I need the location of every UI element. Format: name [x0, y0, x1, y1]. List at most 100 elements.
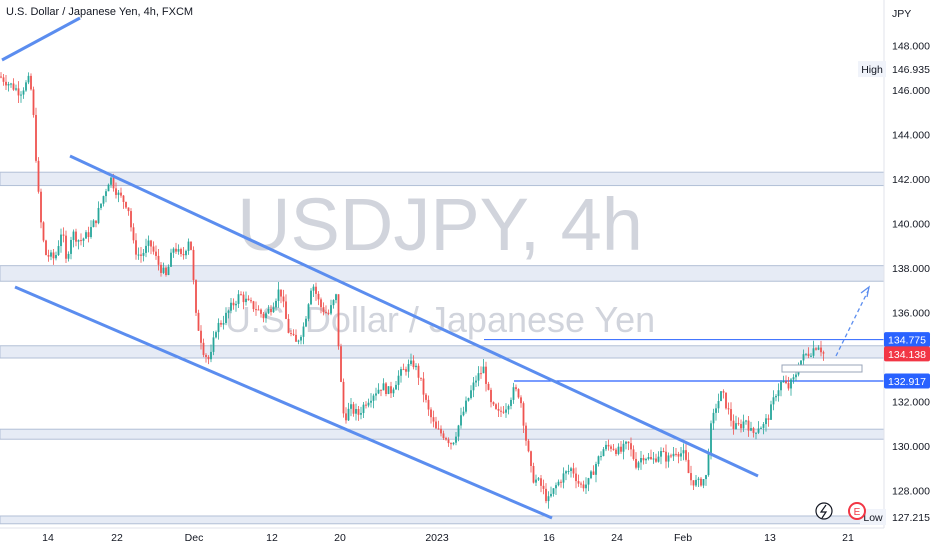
channel-lower-line[interactable] [14, 285, 553, 520]
candle-body [700, 478, 702, 486]
candle-body [655, 458, 657, 462]
low-value: 127.215 [892, 512, 930, 524]
candle-body [597, 456, 600, 464]
candle-body [482, 366, 485, 374]
candle-body [175, 248, 177, 252]
price-label-134775: 134.775 [888, 335, 926, 347]
candle-body [235, 303, 237, 306]
candle-body [172, 248, 175, 253]
candle-body [202, 342, 205, 355]
candle-body [342, 381, 345, 414]
candle-body [422, 378, 425, 395]
y-tick-10: 128.000 [892, 485, 930, 497]
candles [0, 72, 825, 509]
entry-box[interactable] [781, 364, 863, 373]
price-label-132917: 132.917 [888, 376, 926, 388]
candle-body [40, 191, 42, 223]
candle-body [790, 379, 792, 389]
candle-body [285, 301, 287, 319]
candle-body [550, 493, 552, 497]
earnings-icon[interactable]: E [848, 502, 866, 520]
candle-body [207, 356, 210, 360]
candle-body [372, 395, 375, 401]
candle-body [615, 449, 617, 454]
candle-body [727, 408, 730, 410]
candle-body [42, 222, 45, 241]
candle-body [697, 478, 700, 480]
candle-body [217, 322, 220, 333]
candle-body [15, 88, 17, 90]
candle-body [62, 234, 65, 236]
candle-body [445, 438, 447, 440]
time-axis[interactable]: 14 22 Dec 12 20 2023 16 24 Feb 13 21 [42, 532, 854, 544]
candle-body [92, 220, 95, 228]
candle-body [590, 471, 592, 479]
candle-body [587, 478, 590, 485]
candle-body [35, 114, 37, 161]
candle-body [635, 458, 637, 468]
candle-body [465, 400, 467, 412]
candle-body [67, 253, 70, 259]
candle-body [600, 456, 602, 458]
candle-body [325, 312, 327, 314]
candle-body [627, 441, 630, 444]
candle-body [190, 241, 192, 250]
candle-body [645, 458, 647, 461]
candle-body [605, 444, 607, 450]
candle-body [120, 192, 122, 196]
candle-body [552, 488, 555, 494]
candle-body [440, 428, 442, 434]
candle-body [792, 377, 795, 380]
candle-body [490, 389, 492, 403]
candle-body [360, 413, 362, 415]
candle-body [100, 203, 102, 208]
candle-body [142, 252, 145, 256]
candle-body [785, 381, 787, 384]
candle-body [540, 478, 542, 486]
candle-body [340, 346, 342, 382]
candle-body [737, 423, 740, 425]
candle-body [327, 312, 330, 314]
candle-body [477, 373, 480, 381]
candle-body [130, 211, 132, 228]
candle-body [637, 462, 640, 468]
candle-body [397, 375, 400, 385]
candle-body [157, 255, 160, 265]
candle-body [675, 453, 677, 455]
candle-body [150, 240, 152, 247]
candle-body [787, 383, 790, 389]
candle-body [167, 266, 170, 276]
candle-body [20, 94, 22, 96]
candle-body [517, 389, 520, 398]
candle-body [562, 473, 565, 483]
candle-body [180, 249, 182, 255]
candle-body [212, 337, 215, 352]
candle-body [772, 397, 775, 405]
candle-body [307, 304, 310, 319]
candle-body [437, 428, 440, 430]
candle-body [620, 446, 622, 452]
sr-zone-3 [0, 428, 885, 440]
candle-body [332, 300, 335, 306]
candle-body [735, 423, 737, 430]
candle-body [672, 453, 675, 457]
candle-body [200, 330, 202, 343]
candle-body [382, 383, 385, 391]
price-label-132917-bg [884, 373, 930, 389]
svg-text:E: E [854, 507, 861, 518]
y-tick-2: 144.000 [892, 129, 930, 141]
lightning-icon[interactable] [815, 502, 833, 520]
candle-body [610, 446, 612, 449]
candle-body [305, 318, 307, 327]
x-tick-6: 16 [543, 532, 555, 544]
channel-upper-line[interactable] [69, 154, 759, 478]
candle-body [345, 413, 347, 421]
candle-body [767, 418, 770, 420]
trendline-top-left[interactable] [1, 16, 81, 62]
candle-body [2, 77, 5, 82]
price-axis[interactable]: 148.000 146.000 144.000 142.000 140.000 138.0… [892, 40, 930, 497]
chart-title: U.S. Dollar / Japanese Yen, 4h, FXCM [6, 6, 194, 18]
candle-body [690, 473, 692, 481]
candle-body [667, 455, 670, 462]
